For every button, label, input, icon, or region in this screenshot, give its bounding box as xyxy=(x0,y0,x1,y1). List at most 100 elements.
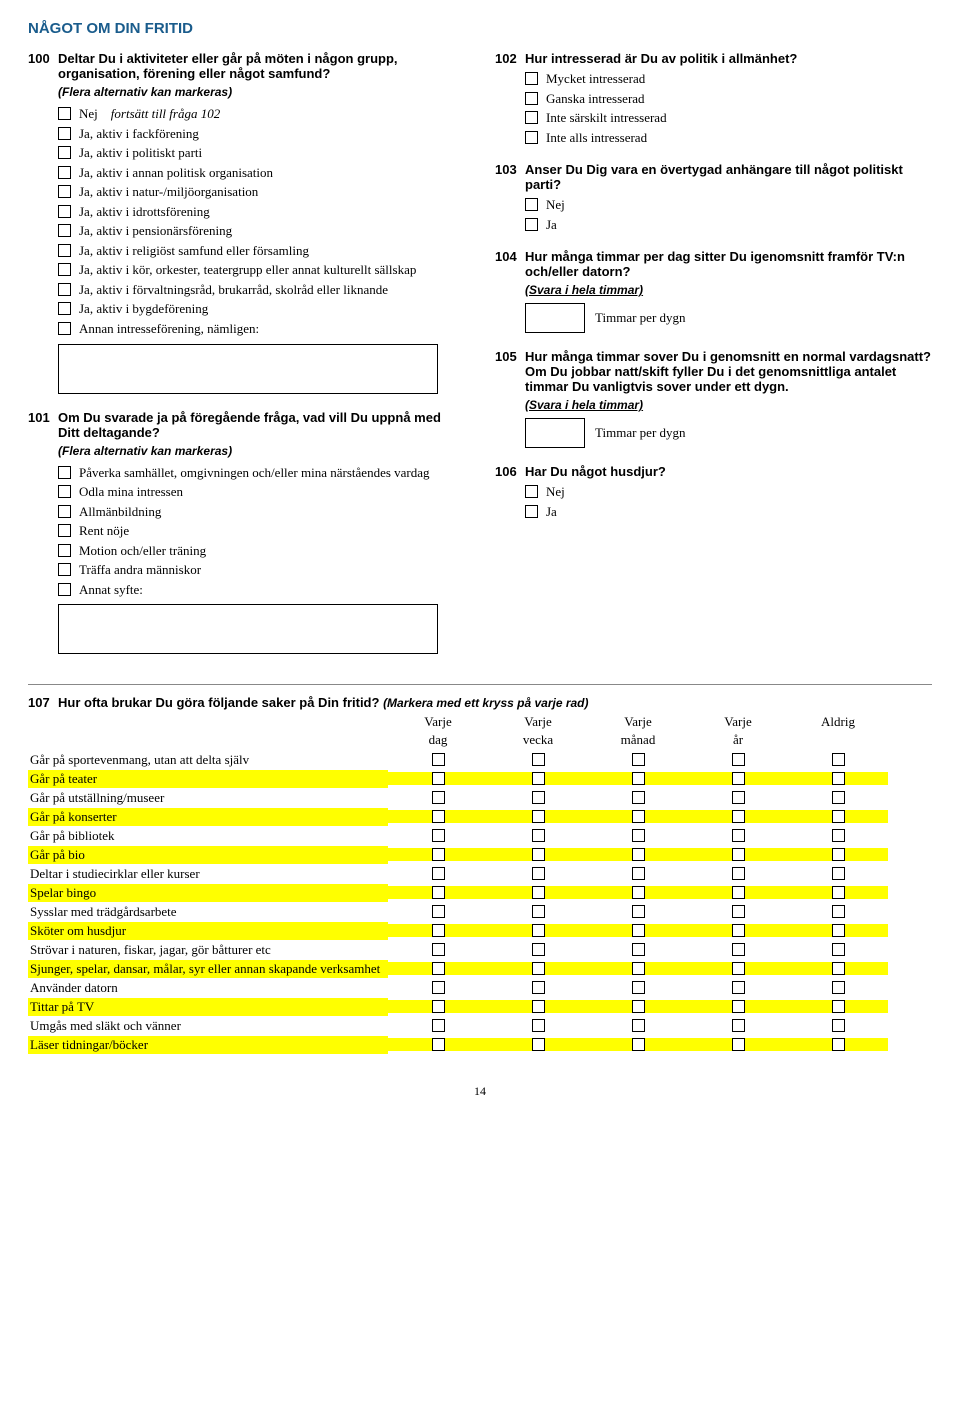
q107-checkbox-2-3[interactable] xyxy=(732,791,745,804)
q107-checkbox-3-0[interactable] xyxy=(432,810,445,823)
q107-checkbox-13-2[interactable] xyxy=(632,1000,645,1013)
q101-free-text[interactable] xyxy=(58,604,438,654)
q101-checkbox-5[interactable] xyxy=(58,563,71,576)
q107-checkbox-4-3[interactable] xyxy=(732,829,745,842)
q107-checkbox-14-2[interactable] xyxy=(632,1019,645,1032)
q107-checkbox-13-3[interactable] xyxy=(732,1000,745,1013)
q105-hours-input[interactable] xyxy=(525,418,585,448)
q107-checkbox-0-1[interactable] xyxy=(532,753,545,766)
q107-checkbox-12-4[interactable] xyxy=(832,981,845,994)
q107-checkbox-10-3[interactable] xyxy=(732,943,745,956)
q107-checkbox-11-1[interactable] xyxy=(532,962,545,975)
q107-checkbox-0-4[interactable] xyxy=(832,753,845,766)
q107-checkbox-4-0[interactable] xyxy=(432,829,445,842)
q107-checkbox-5-1[interactable] xyxy=(532,848,545,861)
q100-checkbox-11[interactable] xyxy=(58,322,71,335)
q107-checkbox-2-0[interactable] xyxy=(432,791,445,804)
q107-checkbox-1-0[interactable] xyxy=(432,772,445,785)
q101-checkbox-6[interactable] xyxy=(58,583,71,596)
q107-checkbox-0-3[interactable] xyxy=(732,753,745,766)
q107-checkbox-1-2[interactable] xyxy=(632,772,645,785)
q107-checkbox-14-1[interactable] xyxy=(532,1019,545,1032)
q100-free-text[interactable] xyxy=(58,344,438,394)
q107-checkbox-7-2[interactable] xyxy=(632,886,645,899)
q107-checkbox-11-0[interactable] xyxy=(432,962,445,975)
q107-checkbox-3-4[interactable] xyxy=(832,810,845,823)
q107-checkbox-1-4[interactable] xyxy=(832,772,845,785)
q107-checkbox-15-0[interactable] xyxy=(432,1038,445,1051)
q107-checkbox-8-4[interactable] xyxy=(832,905,845,918)
q100-checkbox-0[interactable] xyxy=(58,107,71,120)
q107-checkbox-9-0[interactable] xyxy=(432,924,445,937)
q107-checkbox-12-0[interactable] xyxy=(432,981,445,994)
q107-checkbox-10-4[interactable] xyxy=(832,943,845,956)
q107-checkbox-3-3[interactable] xyxy=(732,810,745,823)
q103-checkbox-0[interactable] xyxy=(525,198,538,211)
q107-checkbox-6-1[interactable] xyxy=(532,867,545,880)
q102-checkbox-2[interactable] xyxy=(525,111,538,124)
q107-checkbox-4-2[interactable] xyxy=(632,829,645,842)
q107-checkbox-11-3[interactable] xyxy=(732,962,745,975)
q100-checkbox-3[interactable] xyxy=(58,166,71,179)
q107-checkbox-9-2[interactable] xyxy=(632,924,645,937)
q100-checkbox-7[interactable] xyxy=(58,244,71,257)
q104-hours-input[interactable] xyxy=(525,303,585,333)
q107-checkbox-7-4[interactable] xyxy=(832,886,845,899)
q107-checkbox-14-3[interactable] xyxy=(732,1019,745,1032)
q100-checkbox-9[interactable] xyxy=(58,283,71,296)
q107-checkbox-0-2[interactable] xyxy=(632,753,645,766)
q107-checkbox-12-1[interactable] xyxy=(532,981,545,994)
q107-checkbox-6-3[interactable] xyxy=(732,867,745,880)
q107-checkbox-11-2[interactable] xyxy=(632,962,645,975)
q107-checkbox-15-2[interactable] xyxy=(632,1038,645,1051)
q100-checkbox-4[interactable] xyxy=(58,185,71,198)
q107-checkbox-5-2[interactable] xyxy=(632,848,645,861)
q101-checkbox-0[interactable] xyxy=(58,466,71,479)
q102-checkbox-3[interactable] xyxy=(525,131,538,144)
q107-checkbox-12-3[interactable] xyxy=(732,981,745,994)
q107-checkbox-0-0[interactable] xyxy=(432,753,445,766)
q107-checkbox-3-1[interactable] xyxy=(532,810,545,823)
q107-checkbox-5-3[interactable] xyxy=(732,848,745,861)
q107-checkbox-7-0[interactable] xyxy=(432,886,445,899)
q107-checkbox-9-3[interactable] xyxy=(732,924,745,937)
q107-checkbox-14-0[interactable] xyxy=(432,1019,445,1032)
q101-checkbox-2[interactable] xyxy=(58,505,71,518)
q107-checkbox-5-4[interactable] xyxy=(832,848,845,861)
q107-checkbox-13-0[interactable] xyxy=(432,1000,445,1013)
q107-checkbox-2-4[interactable] xyxy=(832,791,845,804)
q107-checkbox-10-0[interactable] xyxy=(432,943,445,956)
q107-checkbox-9-4[interactable] xyxy=(832,924,845,937)
q107-checkbox-1-3[interactable] xyxy=(732,772,745,785)
q107-checkbox-3-2[interactable] xyxy=(632,810,645,823)
q107-checkbox-7-1[interactable] xyxy=(532,886,545,899)
q107-checkbox-8-2[interactable] xyxy=(632,905,645,918)
q101-checkbox-1[interactable] xyxy=(58,485,71,498)
q107-checkbox-1-1[interactable] xyxy=(532,772,545,785)
q107-checkbox-11-4[interactable] xyxy=(832,962,845,975)
q107-checkbox-15-4[interactable] xyxy=(832,1038,845,1051)
q107-checkbox-5-0[interactable] xyxy=(432,848,445,861)
q107-checkbox-4-1[interactable] xyxy=(532,829,545,842)
q107-checkbox-8-3[interactable] xyxy=(732,905,745,918)
q107-checkbox-6-0[interactable] xyxy=(432,867,445,880)
q107-checkbox-15-1[interactable] xyxy=(532,1038,545,1051)
q107-checkbox-4-4[interactable] xyxy=(832,829,845,842)
q100-checkbox-10[interactable] xyxy=(58,302,71,315)
q107-checkbox-2-1[interactable] xyxy=(532,791,545,804)
q100-checkbox-6[interactable] xyxy=(58,224,71,237)
q102-checkbox-1[interactable] xyxy=(525,92,538,105)
q107-checkbox-13-1[interactable] xyxy=(532,1000,545,1013)
q106-checkbox-1[interactable] xyxy=(525,505,538,518)
q100-checkbox-8[interactable] xyxy=(58,263,71,276)
q107-checkbox-13-4[interactable] xyxy=(832,1000,845,1013)
q107-checkbox-10-2[interactable] xyxy=(632,943,645,956)
q107-checkbox-9-1[interactable] xyxy=(532,924,545,937)
q100-checkbox-2[interactable] xyxy=(58,146,71,159)
q101-checkbox-4[interactable] xyxy=(58,544,71,557)
q107-checkbox-8-1[interactable] xyxy=(532,905,545,918)
q106-checkbox-0[interactable] xyxy=(525,485,538,498)
q100-checkbox-5[interactable] xyxy=(58,205,71,218)
q103-checkbox-1[interactable] xyxy=(525,218,538,231)
q107-checkbox-6-4[interactable] xyxy=(832,867,845,880)
